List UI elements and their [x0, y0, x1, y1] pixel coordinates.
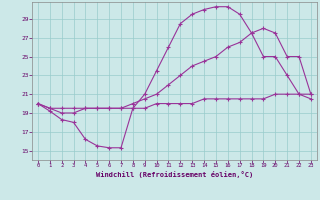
- X-axis label: Windchill (Refroidissement éolien,°C): Windchill (Refroidissement éolien,°C): [96, 171, 253, 178]
